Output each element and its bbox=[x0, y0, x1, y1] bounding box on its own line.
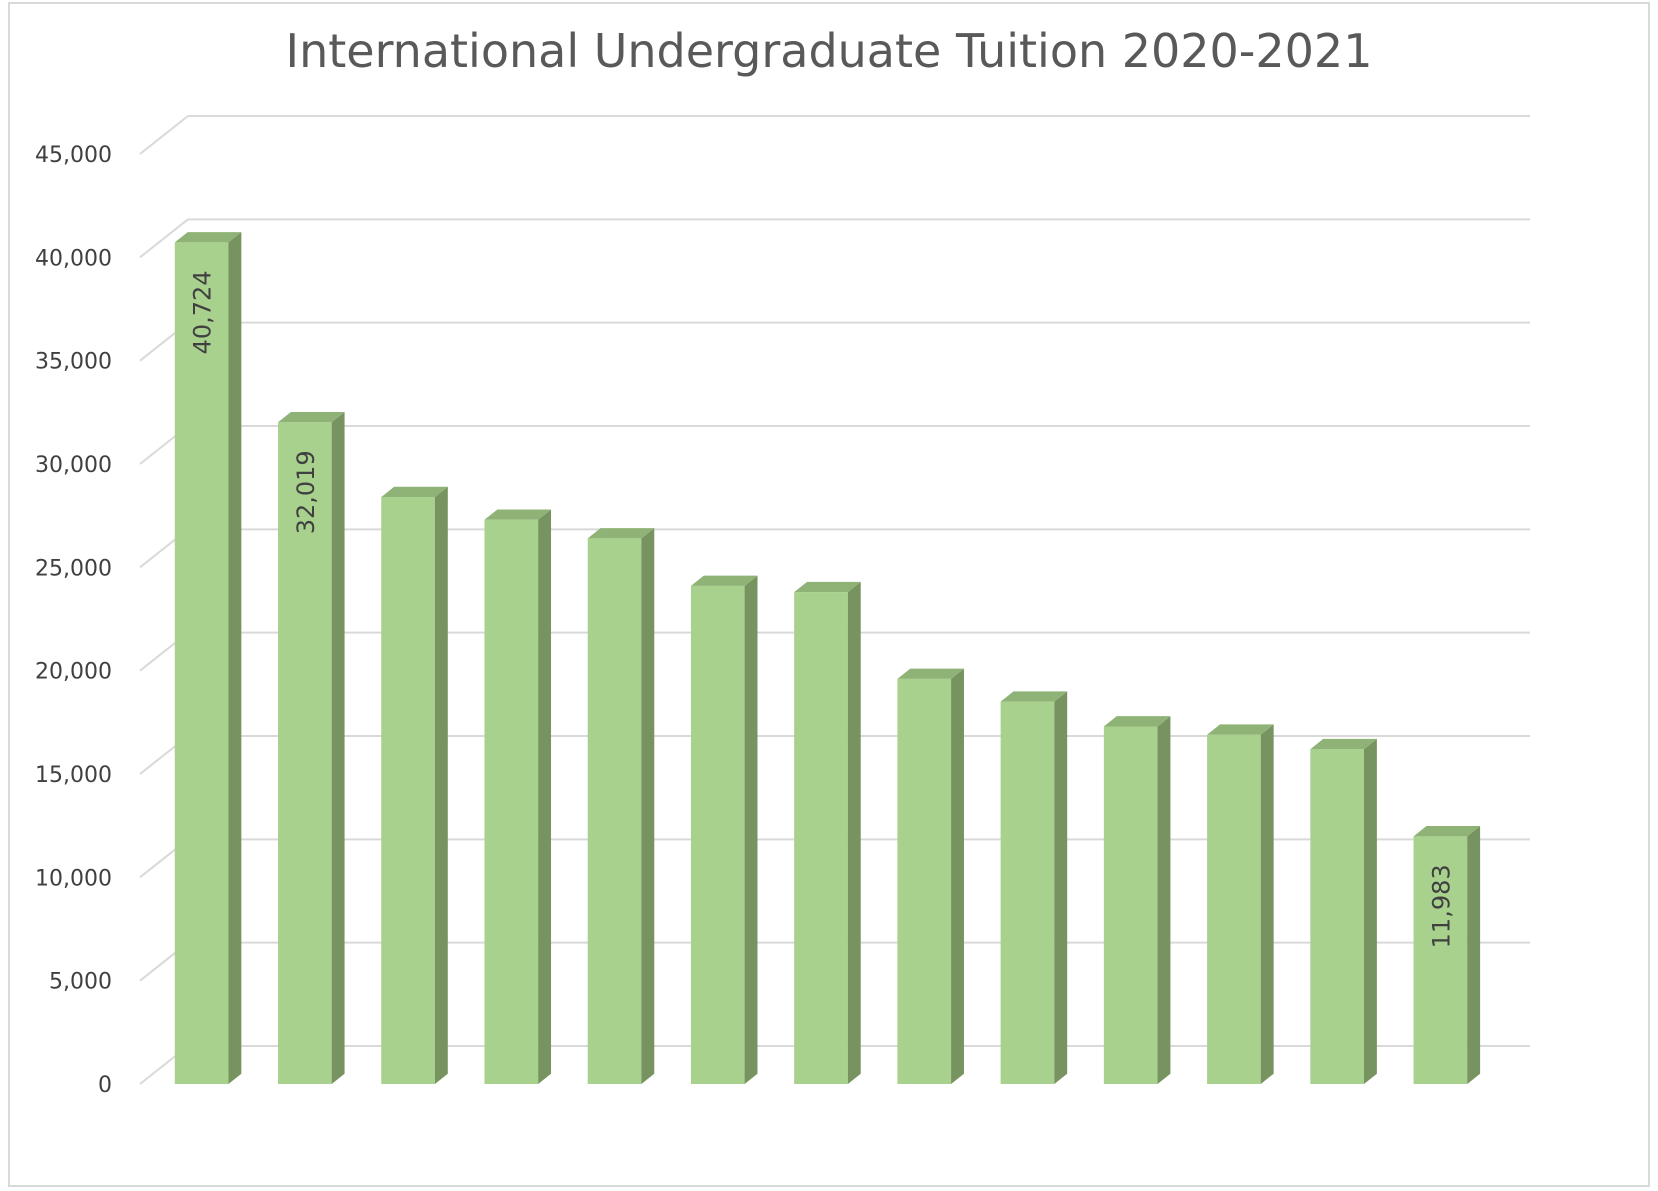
data-label: 40,724 bbox=[189, 270, 217, 354]
gridline-diagonal bbox=[139, 115, 189, 155]
bar-top bbox=[794, 581, 861, 593]
bar bbox=[174, 242, 229, 1084]
bar-side bbox=[641, 528, 655, 1084]
bar-side bbox=[434, 486, 448, 1084]
y-tick-label: 30,000 bbox=[35, 453, 112, 478]
bar-top bbox=[897, 668, 964, 679]
bar bbox=[897, 678, 952, 1084]
chart-frame: International Undergraduate Tuition 2020… bbox=[8, 2, 1650, 1187]
bar bbox=[1000, 701, 1055, 1084]
y-tick-label: 20,000 bbox=[35, 660, 112, 685]
bar-top bbox=[1000, 691, 1068, 702]
y-tick-label: 10,000 bbox=[35, 866, 112, 891]
bar-side bbox=[1363, 738, 1377, 1084]
chart-title: International Undergraduate Tuition 2020… bbox=[285, 24, 1373, 78]
bar bbox=[690, 585, 745, 1084]
bar bbox=[278, 422, 332, 1084]
bar-side bbox=[1467, 826, 1481, 1084]
y-tick-label: 40,000 bbox=[35, 246, 112, 271]
y-tick-label: 0 bbox=[98, 1073, 112, 1098]
bar bbox=[1207, 734, 1261, 1084]
data-label: 32,019 bbox=[292, 450, 320, 534]
data-label: 11,983 bbox=[1427, 864, 1455, 948]
bar-side bbox=[847, 581, 861, 1084]
bar-top bbox=[1310, 738, 1377, 750]
y-tick-label: 45,000 bbox=[35, 143, 112, 168]
data-labels: 40,724 32,019 11,983 bbox=[189, 270, 1456, 948]
bar-top bbox=[381, 486, 448, 498]
bar-side bbox=[744, 575, 758, 1084]
bar-top bbox=[484, 509, 552, 520]
bar-side bbox=[331, 411, 345, 1085]
bar bbox=[484, 519, 539, 1084]
bar-side bbox=[1260, 724, 1274, 1084]
bar bbox=[794, 592, 848, 1084]
y-tick-label: 5,000 bbox=[49, 970, 112, 995]
bar bbox=[381, 497, 435, 1085]
bar-side bbox=[228, 232, 242, 1085]
bar-top bbox=[1103, 716, 1171, 727]
y-axis-ticks: 0 5,000 10,000 15,000 20,000 25,000 30,000 35,0… bbox=[35, 143, 112, 1098]
bar-side bbox=[1157, 716, 1171, 1084]
y-tick-label: 25,000 bbox=[35, 556, 112, 581]
bar-top bbox=[587, 528, 655, 539]
gridline-diagonal bbox=[139, 218, 189, 259]
bar-top bbox=[278, 411, 345, 423]
bars bbox=[174, 232, 1481, 1085]
bar bbox=[1103, 726, 1158, 1084]
bar-top bbox=[1413, 826, 1481, 837]
bar bbox=[587, 538, 642, 1084]
bar-top bbox=[690, 575, 758, 586]
bar-side bbox=[951, 668, 964, 1084]
bar-side bbox=[538, 509, 552, 1085]
bar bbox=[1310, 749, 1364, 1084]
bar-chart: 0 5,000 10,000 15,000 20,000 25,000 30,000 35,0… bbox=[35, 115, 1530, 1098]
bar-side bbox=[1054, 691, 1068, 1084]
y-tick-label: 15,000 bbox=[35, 763, 112, 788]
bar bbox=[1413, 836, 1468, 1084]
y-tick-label: 35,000 bbox=[35, 350, 112, 375]
bar-top bbox=[174, 232, 242, 243]
bar-top bbox=[1207, 724, 1274, 735]
